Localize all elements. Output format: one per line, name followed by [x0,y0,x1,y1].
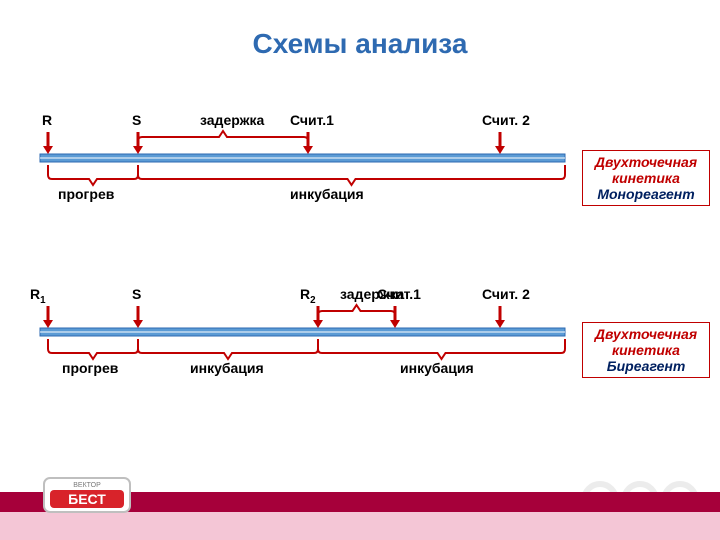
d2-bottom-bracket-2-label: инкубация [400,360,474,376]
d1-top-bracket-0-label: задержка [200,112,264,128]
logo-big-text: БЕСТ [68,491,106,507]
d2-box-line2: Биреагент [586,358,706,374]
d1-label-S: S [132,112,141,128]
slide-title: Схемы анализа [0,28,720,60]
d2-label-R1: R1 [30,286,46,306]
d1-bottom-bracket-0-label: прогрев [58,186,114,202]
d1-box-line2: Монореагент [586,186,706,202]
d1-label-R: R [42,112,52,128]
d2-label-R2: R2 [300,286,316,306]
d1-label-read2: Счит. 2 [482,112,530,128]
vector-best-logo: ВЕКТОР БЕСТ [40,468,130,508]
d2-box-line1: Двухточечная кинетика [586,326,706,358]
d2-label-S: S [132,286,141,302]
d2-method-box: Двухточечная кинетика Биреагент [582,322,710,378]
d1-label-read1: Счит.1 [290,112,334,128]
logo-small-text: ВЕКТОР [73,482,101,489]
d1-box-line1: Двухточечная кинетика [586,154,706,186]
d2-label-read2: Счит. 2 [482,286,530,302]
d2-bottom-bracket-1-label: инкубация [190,360,264,376]
d2-bottom-bracket-0-label: прогрев [62,360,118,376]
d2-top-bracket-0-label: задержка [340,286,404,302]
d1-bottom-bracket-1-label: инкубация [290,186,364,202]
d1-method-box: Двухточечная кинетика Монореагент [582,150,710,206]
